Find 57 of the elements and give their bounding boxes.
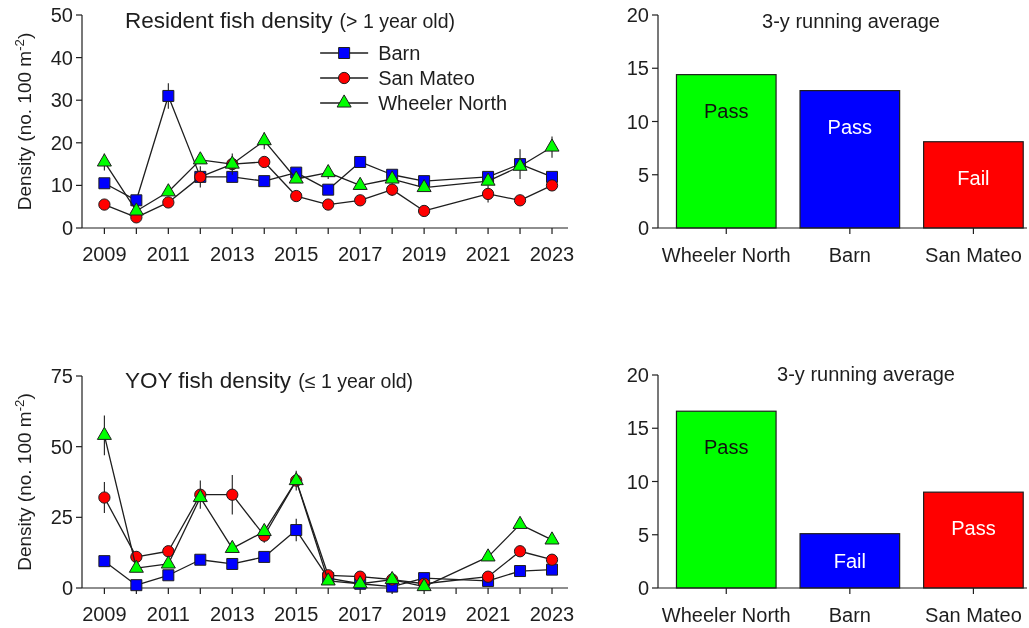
x-tick-label: 2013 [210,603,255,625]
legend-label: Barn [378,42,421,64]
x-tick-label: 2019 [401,603,447,625]
x-tick-label: 2015 [273,243,319,265]
y-tick-label: 15 [626,417,649,440]
legend-label: Wheeler North [378,92,508,114]
data-label: Pass [827,115,873,138]
x-tick-label: 2019 [401,243,447,265]
x-tick-label: 2017 [337,603,383,625]
y-tick-label: 50 [50,435,73,458]
x-tick-label: 2017 [337,243,383,265]
y-tick-label: 75 [50,365,73,387]
data-label: Fail [957,166,990,189]
y-tick-label: 5 [637,523,649,546]
x-tick-label: 2011 [146,243,190,265]
y-tick-label: 0 [637,577,649,599]
x-tick-label: 2021 [465,603,511,625]
legend-label: San Mateo [378,67,475,89]
x-tick-label: 2011 [146,603,190,625]
x-tick-label: Barn [828,244,871,266]
x-tick-label: 2009 [82,243,127,265]
x-tick-label: 2023 [529,243,575,265]
x-tick-label: 2009 [82,603,127,625]
data-label: Pass [704,99,749,122]
y-tick-label: 0 [637,217,649,239]
y-tick-label: 10 [50,174,73,197]
data-label: Pass [704,436,749,459]
y-tick-label: 50 [50,4,73,26]
y-tick-label: 10 [626,110,649,133]
y-tick-label: 20 [50,131,73,154]
x-tick-label: Wheeler North [661,604,791,626]
y-tick-label: 25 [50,506,73,529]
x-tick-label: 2023 [529,603,575,625]
y-tick-label: 15 [626,57,649,80]
x-tick-label: San Mateo [925,604,1022,626]
chart-subtitle: (≤ 1 year old) [298,370,414,392]
data-label: Fail [833,549,866,572]
y-tick-label: 40 [50,46,73,69]
x-tick-label: 2013 [210,243,255,265]
x-tick-label: Wheeler North [661,244,791,266]
x-tick-label: 2015 [273,603,319,625]
y-tick-label: 20 [626,364,649,386]
x-tick-label: Barn [828,604,871,626]
y-tick-label: 5 [637,163,649,186]
chart-title: YOY fish density [125,368,292,393]
data-label: Pass [951,517,996,540]
x-tick-label: San Mateo [925,244,1022,266]
x-tick-label: 2021 [465,243,511,265]
y-tick-label: 10 [626,470,649,493]
chart-title: Resident fish density [125,8,334,33]
y-tick-label: 0 [61,577,73,599]
chart-title: 3-y running average [762,10,940,32]
y-tick-label: 0 [61,217,73,239]
chart-subtitle: (> 1 year old) [339,10,456,32]
y-tick-label: 20 [626,4,649,26]
y-tick-label: 30 [50,89,73,112]
chart-title: 3-y running average [777,363,955,385]
